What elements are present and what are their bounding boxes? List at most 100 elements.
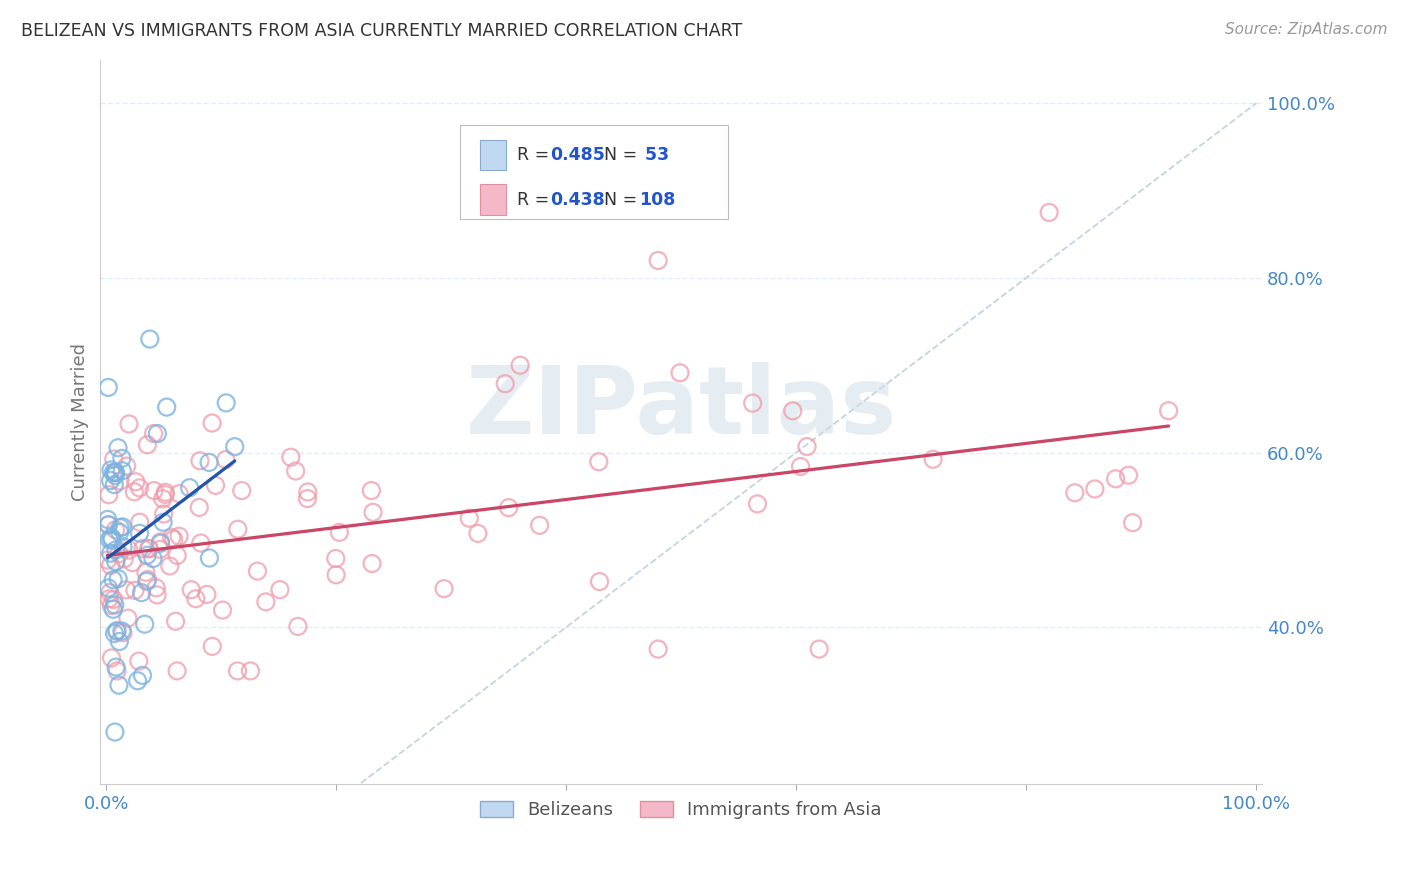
- Point: [246, 564, 269, 578]
- Text: R =: R =: [517, 191, 555, 209]
- Point: [325, 567, 347, 582]
- Point: [287, 619, 309, 633]
- Point: [104, 468, 127, 483]
- Point: [226, 664, 249, 678]
- Point: [509, 358, 531, 372]
- Point: [152, 491, 174, 506]
- Point: [98, 591, 121, 606]
- Point: [297, 485, 319, 500]
- Point: [135, 574, 157, 589]
- Point: [152, 515, 174, 529]
- Point: [138, 541, 160, 556]
- FancyBboxPatch shape: [481, 185, 506, 215]
- Point: [107, 572, 129, 586]
- Point: [1157, 403, 1180, 417]
- Point: [498, 500, 520, 515]
- Text: 53: 53: [640, 146, 669, 164]
- Point: [103, 466, 125, 480]
- Point: [108, 634, 131, 648]
- Point: [1104, 472, 1126, 486]
- Point: [108, 678, 131, 692]
- Point: [100, 558, 122, 573]
- Point: [117, 611, 139, 625]
- Point: [136, 438, 159, 452]
- Point: [647, 642, 669, 657]
- Point: [98, 585, 121, 599]
- Point: [97, 517, 120, 532]
- Point: [167, 486, 190, 500]
- Point: [215, 396, 238, 410]
- Point: [105, 664, 128, 678]
- Point: [165, 614, 187, 628]
- Point: [127, 673, 149, 688]
- Point: [1118, 468, 1140, 483]
- Point: [153, 487, 176, 501]
- Point: [467, 526, 489, 541]
- Text: 108: 108: [640, 191, 676, 209]
- Point: [131, 668, 153, 682]
- FancyBboxPatch shape: [460, 125, 727, 219]
- Point: [361, 505, 384, 519]
- Point: [97, 581, 120, 595]
- Point: [111, 520, 134, 534]
- Point: [796, 440, 818, 454]
- Point: [136, 548, 159, 562]
- Point: [128, 654, 150, 668]
- Point: [103, 452, 125, 467]
- Text: Source: ZipAtlas.com: Source: ZipAtlas.com: [1225, 22, 1388, 37]
- Point: [494, 376, 516, 391]
- Text: N =: N =: [605, 146, 643, 164]
- Point: [201, 416, 224, 430]
- Point: [231, 483, 253, 498]
- Legend: Belizeans, Immigrants from Asia: Belizeans, Immigrants from Asia: [474, 793, 889, 826]
- Point: [104, 523, 127, 537]
- Point: [100, 474, 122, 488]
- Point: [100, 651, 122, 665]
- Point: [204, 478, 226, 492]
- Point: [139, 332, 162, 346]
- Point: [325, 551, 347, 566]
- Text: N =: N =: [605, 191, 643, 209]
- Point: [211, 603, 233, 617]
- Point: [100, 531, 122, 545]
- Point: [146, 426, 169, 441]
- Point: [104, 542, 127, 557]
- Point: [149, 536, 172, 550]
- Point: [433, 582, 456, 596]
- Point: [104, 598, 127, 612]
- Text: R =: R =: [517, 146, 555, 164]
- Point: [105, 624, 128, 638]
- FancyBboxPatch shape: [481, 140, 506, 170]
- Point: [142, 426, 165, 441]
- Point: [458, 511, 481, 525]
- Point: [125, 475, 148, 489]
- Point: [195, 587, 218, 601]
- Point: [132, 541, 155, 556]
- Text: BELIZEAN VS IMMIGRANTS FROM ASIA CURRENTLY MARRIED CORRELATION CHART: BELIZEAN VS IMMIGRANTS FROM ASIA CURRENT…: [21, 22, 742, 40]
- Point: [198, 455, 221, 469]
- Point: [101, 573, 124, 587]
- Point: [107, 441, 129, 455]
- Point: [111, 624, 134, 638]
- Point: [529, 518, 551, 533]
- Point: [284, 464, 307, 478]
- Y-axis label: Currently Married: Currently Married: [72, 343, 89, 501]
- Point: [121, 556, 143, 570]
- Point: [1122, 516, 1144, 530]
- Point: [118, 543, 141, 558]
- Point: [789, 459, 811, 474]
- Point: [166, 549, 188, 563]
- Text: 0.485: 0.485: [550, 146, 605, 164]
- Point: [201, 640, 224, 654]
- Point: [179, 481, 201, 495]
- Point: [111, 451, 134, 466]
- Point: [669, 366, 692, 380]
- Point: [160, 531, 183, 545]
- Point: [647, 253, 669, 268]
- Point: [215, 452, 238, 467]
- Point: [146, 588, 169, 602]
- Point: [328, 525, 350, 540]
- Point: [136, 573, 159, 587]
- Point: [108, 525, 131, 540]
- Point: [97, 512, 120, 526]
